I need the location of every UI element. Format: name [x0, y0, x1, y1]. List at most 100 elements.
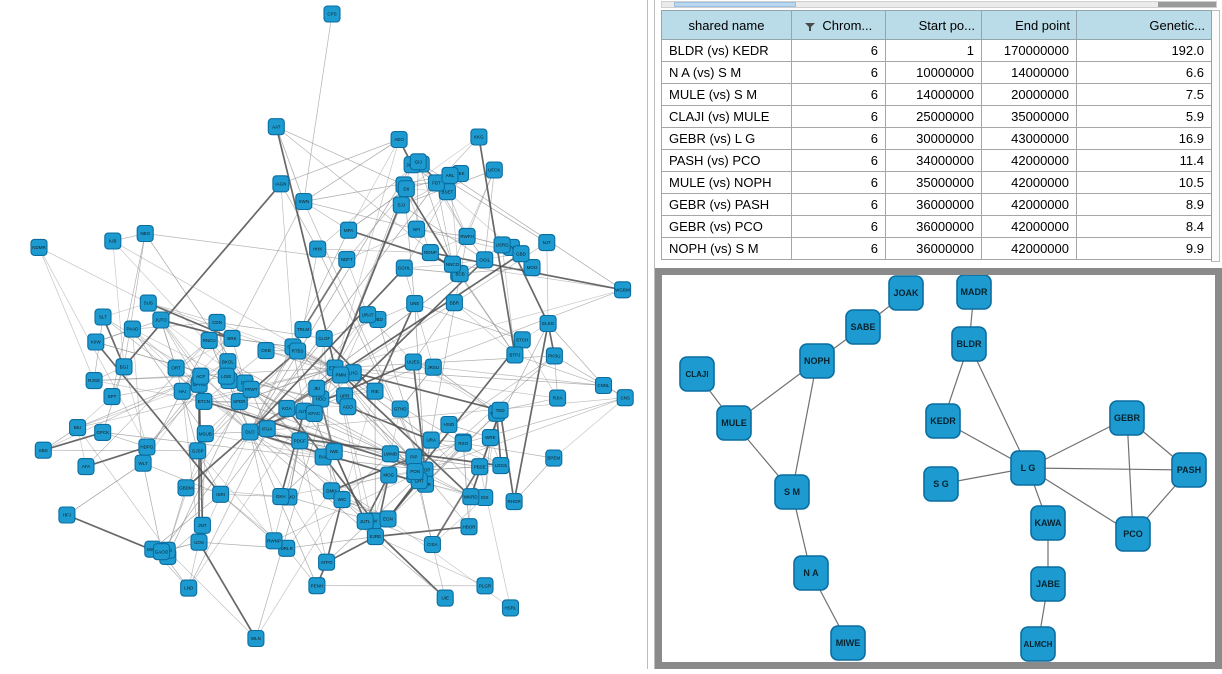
graph-node[interactable]: PLGR	[477, 578, 493, 594]
cell-start-point[interactable]: 34000000	[886, 150, 982, 172]
graph-node[interactable]: URAT	[360, 307, 376, 323]
graph-node[interactable]: N A	[794, 556, 828, 590]
graph-edge[interactable]	[221, 494, 274, 541]
graph-node[interactable]: BKOL	[220, 354, 236, 370]
graph-node[interactable]: RJGE	[86, 373, 102, 389]
cell-genetic[interactable]: 5.9	[1077, 106, 1212, 128]
graph-node[interactable]: MULE	[717, 406, 751, 440]
graph-edge[interactable]	[792, 361, 817, 492]
graph-node[interactable]: RSO	[455, 435, 471, 451]
graph-edge[interactable]	[304, 14, 332, 202]
graph-node[interactable]: S M	[775, 475, 809, 509]
graph-node[interactable]: PAAD	[124, 321, 140, 337]
cell-genetic[interactable]: 8.9	[1077, 194, 1212, 216]
cell-chromosome[interactable]: 6	[792, 128, 886, 150]
cell-shared-name[interactable]: MULE (vs) S M	[662, 84, 792, 106]
graph-node[interactable]: WIC	[334, 492, 350, 508]
cell-end-point[interactable]: 42000000	[982, 194, 1077, 216]
graph-node[interactable]: MPA	[341, 222, 357, 238]
graph-node[interactable]: IUB	[105, 233, 121, 249]
graph-node[interactable]: UFCK	[486, 162, 502, 178]
cell-genetic[interactable]: 6.6	[1077, 62, 1212, 84]
graph-node[interactable]: ATPO	[319, 554, 335, 570]
graph-node[interactable]: JEI	[309, 380, 325, 396]
cell-chromosome[interactable]: 6	[792, 62, 886, 84]
graph-edge[interactable]	[471, 410, 500, 496]
graph-node[interactable]: MADR	[957, 275, 991, 309]
graph-node[interactable]: GBDM	[178, 480, 194, 496]
cell-start-point[interactable]: 10000000	[886, 62, 982, 84]
graph-node[interactable]: NFI	[409, 221, 425, 237]
graph-node[interactable]: UOS	[191, 534, 207, 550]
cell-end-point[interactable]: 42000000	[982, 238, 1077, 260]
cell-end-point[interactable]: 42000000	[982, 172, 1077, 194]
cell-shared-name[interactable]: CLAJI (vs) MULE	[662, 106, 792, 128]
graph-node[interactable]: HHK	[310, 241, 326, 257]
graph-node[interactable]: HSID	[441, 417, 457, 433]
col-header-genetic[interactable]: Genetic...	[1077, 11, 1212, 40]
graph-node[interactable]: WLT	[135, 455, 151, 471]
cell-start-point[interactable]: 36000000	[886, 238, 982, 260]
graph-node[interactable]: GAOO	[154, 544, 170, 560]
graph-node[interactable]: CDN	[209, 314, 225, 330]
cell-shared-name[interactable]: MULE (vs) NOPH	[662, 172, 792, 194]
graph-node[interactable]: UIE	[437, 590, 453, 606]
graph-node[interactable]: SABE	[846, 310, 880, 344]
graph-node[interactable]: AFA	[78, 459, 94, 475]
graph-node[interactable]: GJSP	[190, 443, 206, 459]
graph-edge[interactable]	[113, 241, 124, 367]
graph-node[interactable]: RJIA	[550, 390, 566, 406]
graph-node[interactable]: HAI	[174, 383, 190, 399]
graph-node[interactable]: GBD	[513, 246, 529, 262]
vertical-scrollbar-track[interactable]	[1211, 10, 1220, 262]
cell-start-point[interactable]: 1	[886, 40, 982, 62]
cell-start-point[interactable]: 25000000	[886, 106, 982, 128]
graph-node[interactable]: CNS	[617, 390, 633, 406]
graph-edge[interactable]	[132, 329, 199, 384]
graph-node[interactable]: PCO	[1116, 517, 1150, 551]
graph-node[interactable]: S G	[924, 467, 958, 501]
graph-node[interactable]: WLN	[248, 631, 264, 647]
graph-node[interactable]: URA	[423, 432, 439, 448]
graph-edge[interactable]	[327, 500, 342, 563]
graph-node[interactable]: JUTL	[357, 513, 373, 529]
graph-node[interactable]: SPT	[104, 389, 120, 405]
graph-node[interactable]: KKG	[471, 129, 487, 145]
graph-edge[interactable]	[43, 450, 197, 451]
graph-node[interactable]: KIIW	[88, 334, 104, 350]
graph-node[interactable]: SJJ	[393, 197, 409, 213]
cell-chromosome[interactable]: 6	[792, 172, 886, 194]
graph-node[interactable]: JUTO	[153, 312, 169, 328]
graph-node[interactable]: DLO	[242, 424, 258, 440]
cell-start-point[interactable]: 36000000	[886, 216, 982, 238]
graph-edge[interactable]	[186, 488, 281, 497]
graph-node[interactable]: RWNP	[266, 533, 282, 549]
graph-edge[interactable]	[554, 398, 625, 458]
graph-node[interactable]: CNNL	[596, 378, 612, 394]
graph-edge[interactable]	[463, 443, 554, 458]
graph-node[interactable]: ELKG	[540, 316, 556, 332]
graph-node[interactable]: BTPJ	[507, 347, 523, 363]
graph-node[interactable]: JRSU	[425, 359, 441, 375]
graph-node[interactable]: WRE	[482, 430, 498, 446]
graph-node[interactable]: NOPH	[800, 344, 834, 378]
graph-edge[interactable]	[276, 127, 404, 185]
graph-node[interactable]: RHGR	[506, 494, 522, 510]
graph-node[interactable]: PIP	[406, 449, 422, 465]
cell-chromosome[interactable]: 6	[792, 106, 886, 128]
graph-node[interactable]: BBR	[446, 295, 462, 311]
graph-node[interactable]: PENH	[309, 578, 325, 594]
cell-genetic[interactable]: 8.4	[1077, 216, 1212, 238]
graph-edge[interactable]	[969, 344, 1028, 468]
cell-end-point[interactable]: 14000000	[982, 62, 1077, 84]
cell-chromosome[interactable]: 6	[792, 238, 886, 260]
graph-edge[interactable]	[375, 527, 469, 537]
graph-edge[interactable]	[250, 432, 317, 586]
graph-node[interactable]: OKB	[258, 343, 274, 359]
graph-node[interactable]: SLT	[95, 309, 111, 325]
graph-node[interactable]: AGO	[340, 399, 356, 415]
cell-chromosome[interactable]: 6	[792, 150, 886, 172]
cell-genetic[interactable]: 10.5	[1077, 172, 1212, 194]
